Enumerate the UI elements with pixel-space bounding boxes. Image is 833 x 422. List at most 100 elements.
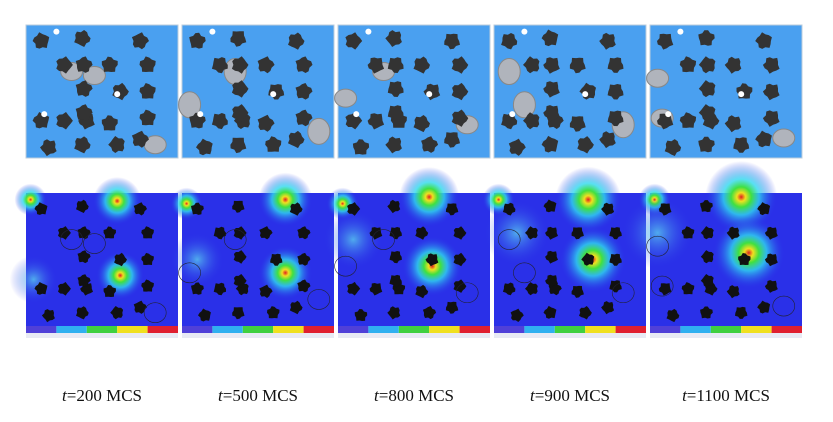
colorbar-segment bbox=[650, 326, 681, 333]
cell bbox=[389, 251, 402, 264]
colorbar-labels bbox=[182, 333, 334, 338]
cell bbox=[453, 226, 467, 240]
cell bbox=[755, 32, 772, 49]
colorbar-segment bbox=[182, 326, 213, 333]
cell bbox=[385, 30, 402, 47]
cell bbox=[56, 112, 73, 130]
cell bbox=[609, 253, 622, 266]
cell bbox=[599, 32, 616, 50]
cell bbox=[74, 30, 91, 47]
cell bbox=[698, 80, 716, 98]
caption: t=1100 MCS bbox=[682, 386, 770, 405]
cell bbox=[387, 306, 401, 320]
cell bbox=[297, 226, 311, 240]
cell bbox=[367, 113, 385, 130]
cell bbox=[444, 33, 460, 50]
cell bbox=[230, 137, 247, 154]
cell bbox=[75, 80, 93, 97]
cell bbox=[577, 136, 594, 154]
cell bbox=[191, 202, 204, 215]
cell bbox=[133, 202, 147, 216]
cell bbox=[213, 282, 226, 296]
caption: t=900 MCS bbox=[530, 386, 610, 405]
cell bbox=[231, 56, 249, 74]
cell bbox=[599, 131, 616, 149]
outline-cell bbox=[60, 229, 83, 250]
cell bbox=[75, 56, 93, 73]
hotspot bbox=[258, 172, 313, 227]
cell bbox=[421, 136, 439, 153]
cell bbox=[762, 83, 780, 101]
colorbar-labels bbox=[26, 333, 178, 338]
cell bbox=[385, 136, 402, 154]
white-cell bbox=[353, 111, 360, 118]
white-cell bbox=[665, 111, 672, 118]
cell bbox=[444, 132, 460, 148]
cell bbox=[762, 110, 780, 127]
cell bbox=[601, 202, 615, 216]
cell bbox=[657, 33, 674, 50]
grey-cell bbox=[497, 58, 521, 86]
cell bbox=[569, 57, 586, 74]
cell bbox=[295, 83, 313, 100]
cell bbox=[757, 300, 771, 314]
caption-variable: t bbox=[218, 386, 224, 405]
cell bbox=[601, 301, 615, 315]
cell-snapshot bbox=[25, 24, 179, 159]
cell bbox=[581, 252, 595, 266]
hotspot bbox=[483, 199, 550, 266]
cell bbox=[658, 283, 672, 296]
cell-snapshot bbox=[178, 24, 335, 159]
cell bbox=[502, 202, 516, 216]
cell bbox=[354, 309, 368, 321]
cell bbox=[211, 57, 228, 74]
cell bbox=[764, 253, 778, 267]
white-cell bbox=[197, 111, 204, 118]
cell bbox=[56, 56, 73, 74]
white-cell bbox=[53, 28, 60, 35]
colorbar-segment bbox=[710, 326, 742, 333]
cell bbox=[141, 252, 154, 265]
cell bbox=[571, 285, 584, 298]
cell bbox=[609, 227, 622, 240]
colorbar-labels bbox=[338, 333, 490, 338]
cell bbox=[295, 109, 313, 127]
colorbar-segment bbox=[680, 326, 711, 333]
cell bbox=[213, 226, 226, 240]
cell bbox=[698, 136, 715, 153]
cell bbox=[76, 306, 89, 320]
hotspot bbox=[323, 209, 384, 270]
cell bbox=[541, 29, 559, 47]
colorbar-segment bbox=[212, 326, 243, 333]
cell bbox=[700, 274, 714, 288]
colorbar-segment bbox=[26, 326, 57, 333]
cell bbox=[297, 279, 311, 293]
cell bbox=[259, 226, 273, 240]
cell bbox=[347, 281, 361, 296]
cell bbox=[297, 252, 311, 266]
outline-cell bbox=[307, 289, 331, 310]
caption: t=200 MCS bbox=[62, 386, 142, 405]
cell bbox=[726, 226, 740, 240]
cell bbox=[101, 115, 118, 131]
cell bbox=[75, 104, 93, 121]
cell bbox=[347, 202, 361, 216]
cell-snapshot bbox=[493, 24, 647, 159]
cell bbox=[700, 306, 713, 319]
cell bbox=[77, 274, 91, 287]
cell bbox=[543, 199, 557, 213]
cell-snapshot bbox=[334, 24, 491, 159]
cell bbox=[58, 282, 71, 296]
white-cell bbox=[114, 91, 121, 98]
caption-text: =900 MCS bbox=[535, 386, 610, 405]
white-cell bbox=[426, 91, 433, 98]
colorbar-segment bbox=[117, 326, 148, 333]
cell bbox=[762, 57, 780, 74]
cell bbox=[231, 104, 249, 122]
cell bbox=[103, 285, 116, 297]
hotspot bbox=[712, 216, 785, 289]
cell bbox=[232, 307, 245, 320]
hotspot bbox=[9, 255, 58, 304]
outline-cell bbox=[334, 255, 357, 277]
